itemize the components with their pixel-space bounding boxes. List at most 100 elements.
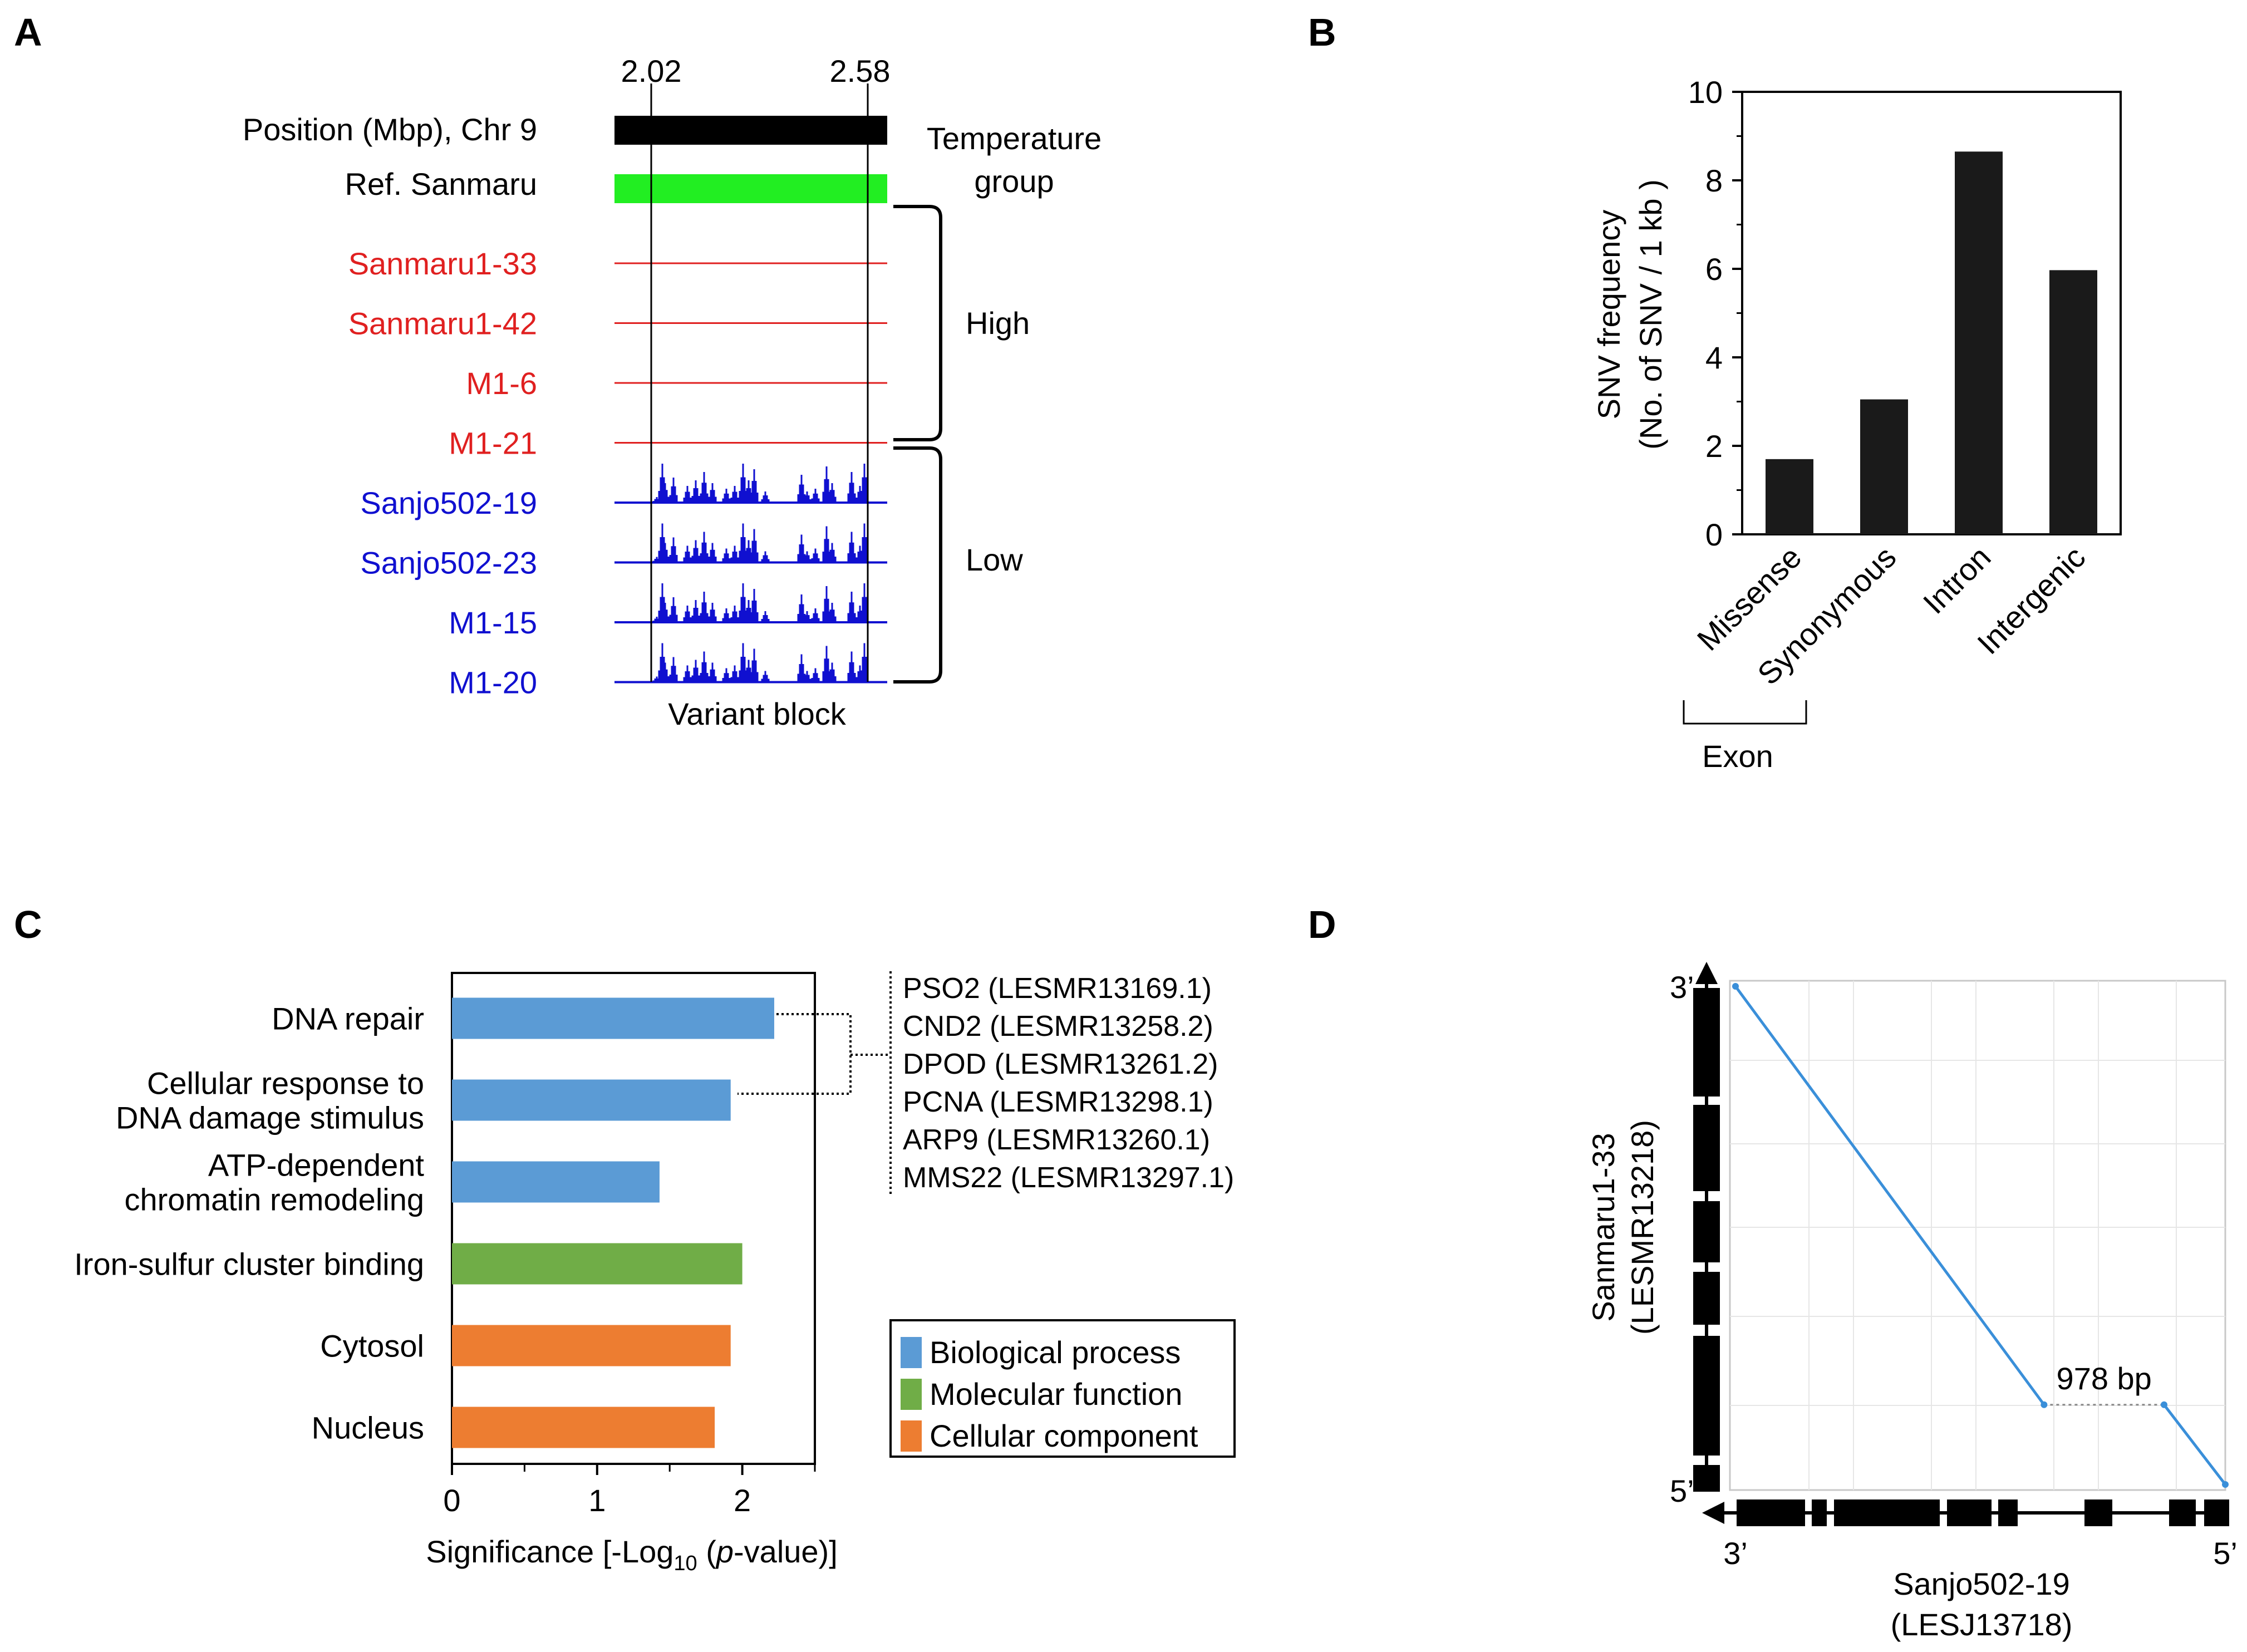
gene-list: PSO2 (LESMR13169.1) CND2 (LESMR13258.2) DP…: [903, 972, 1234, 1194]
high-group-bracket: [893, 205, 942, 441]
y-arrow-icon: [1695, 962, 1718, 984]
y-tick-label-cellular-response-to-dna-damage-stimulus: Cellular response to: [147, 1066, 424, 1101]
x-tick-label: 1: [588, 1483, 606, 1518]
y-tick-label-iron-sulfur-cluster-binding: Iron-sulfur cluster binding: [74, 1247, 424, 1282]
y-tick-label: 4: [1705, 340, 1723, 375]
gene-label: ARP9 (LESMR13260.1): [903, 1124, 1210, 1156]
y-tick-label-cytosol: Cytosol: [320, 1329, 424, 1364]
legend-swatch: [901, 1420, 922, 1452]
high-group-label: High: [966, 306, 1030, 341]
panel-a: A 2.02 2.58 Position (Mbp), Chr 9 Ref. S…: [14, 11, 1102, 731]
dot-plot-frame: [1729, 980, 2226, 1491]
low-group-label: Low: [966, 542, 1023, 577]
y-axis-label-2: (No. of SNV / 1 kb ): [1633, 179, 1668, 450]
y-axis-label-2: (LESMR13218): [1625, 1120, 1660, 1335]
bar-intron: [1955, 151, 2003, 534]
gap-label: 978 bp: [2057, 1361, 2152, 1396]
temperature-label-2: group: [974, 164, 1054, 199]
sample-tracks: Sanmaru1-33 Sanmaru1-42 M1-6 M1-21 Sanjo502-…: [348, 246, 887, 700]
bar-missense: [1766, 459, 1813, 534]
panel-d: D 978 bp 3’ 5’ 3’ 5’ Sanmaru1-33 (LESMR1…: [1308, 903, 2238, 1642]
gene-label: MMS22 (LESMR13297.1): [903, 1162, 1234, 1194]
exon-block: [1947, 1499, 1992, 1526]
alignment-segment: [1734, 985, 2046, 1406]
y-top-label: 3’: [1670, 970, 1694, 1005]
exon-block: [1693, 1201, 1720, 1262]
alignment-segment: [2163, 1404, 2226, 1486]
gene-label: PSO2 (LESMR13169.1): [903, 972, 1212, 1005]
sample-label-sanjo502-19: Sanjo502-19: [360, 485, 537, 520]
y-gene-exons: [1693, 988, 1720, 1492]
exon-block: [1693, 1272, 1720, 1325]
y-bottom-label: 5’: [1670, 1473, 1694, 1508]
position-label: Position (Mbp), Chr 9: [243, 112, 537, 147]
legend-label: Molecular function: [930, 1376, 1182, 1412]
exon-block: [1737, 1499, 1805, 1526]
sample-label-m1-20: M1-20: [449, 665, 537, 700]
legend-label: Biological process: [930, 1335, 1181, 1370]
variant-density-m1-20: [652, 643, 869, 682]
alignment-point: [2041, 1401, 2048, 1408]
exon-block: [1998, 1499, 2018, 1526]
sample-label-m1-21: M1-21: [449, 426, 537, 461]
legend-label: Cellular component: [930, 1418, 1198, 1453]
y-tick-label-atp-dependent-chromatin-remodeling: chromatin remodeling: [125, 1182, 424, 1217]
gene-connector: [737, 1013, 852, 1095]
y-tick-label: 8: [1705, 163, 1723, 198]
bars: [1766, 151, 2097, 534]
y-tick-label: 6: [1705, 252, 1723, 287]
y-axis-label-1: Sanmaru1-33: [1586, 1133, 1621, 1321]
exon-block: [2084, 1499, 2112, 1526]
variant-density-sanjo502-19: [652, 464, 869, 503]
bar-cellular-response-to-dna-damage-stimulus: [452, 1079, 731, 1121]
plot-frame-c: [451, 972, 816, 1465]
exon-bracket: [1683, 700, 1807, 725]
tick-label-left: 2.02: [621, 53, 682, 88]
variant-density-sanjo502-23: [652, 523, 869, 563]
y-tick-label: 10: [1688, 75, 1723, 110]
low-group-bracket: [893, 446, 942, 684]
panel-a-letter: A: [14, 11, 42, 54]
y-tick-label-atp-dependent-chromatin-remodeling: ATP-dependent: [208, 1148, 425, 1183]
x-axis-label-2: (LESJ13718): [1891, 1607, 2073, 1642]
alignment-point: [2161, 1401, 2167, 1408]
bar-dna-repair: [452, 997, 774, 1039]
gene-label: CND2 (LESMR13258.2): [903, 1010, 1213, 1043]
legend-swatch: [901, 1337, 922, 1368]
variant-density-m1-15: [652, 583, 869, 622]
y-tick-label: 2: [1705, 429, 1723, 464]
x-arrow-icon: [1702, 1502, 1724, 1524]
exon-block: [1834, 1499, 1940, 1526]
legend-swatch: [901, 1379, 922, 1410]
bar-atp-dependent-chromatin-remodeling: [452, 1161, 660, 1203]
y-axis-label-1: SNV frequency: [1591, 210, 1626, 420]
alignment-point: [1732, 983, 1739, 990]
exon-block: [2169, 1499, 2196, 1526]
reference-label: Ref. Sanmaru: [345, 166, 538, 201]
exon-block: [1693, 1336, 1720, 1456]
exon-block: [2204, 1499, 2229, 1526]
temperature-label-1: Temperature: [927, 121, 1102, 156]
panel-b-letter: B: [1308, 11, 1336, 54]
x-tick-label: 2: [734, 1483, 751, 1518]
y-tick-label: 0: [1705, 517, 1723, 552]
panel-d-letter: D: [1308, 903, 1336, 946]
y-tick-label-nucleus: Nucleus: [312, 1410, 424, 1446]
grid: [1730, 981, 2225, 1490]
x-axis-label: Significance [-Log10 (p-value)]: [426, 1534, 838, 1575]
sample-label-m1-15: M1-15: [449, 605, 537, 640]
x-axis: 0 1 2: [443, 1464, 816, 1518]
alignment: 978 bp: [1732, 983, 2229, 1488]
reference-bar: [614, 174, 887, 203]
exon-block: [1693, 1465, 1720, 1492]
bar-iron-sulfur-cluster-binding: [452, 1243, 743, 1285]
bar-cytosol: [452, 1325, 731, 1366]
exon-label: Exon: [1702, 739, 1773, 774]
alignment-point: [2222, 1481, 2229, 1488]
x-left-label: 3’: [1723, 1536, 1748, 1571]
legend: [889, 1319, 1236, 1458]
